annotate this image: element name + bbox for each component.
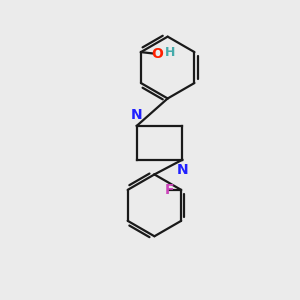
- Text: N: N: [131, 108, 142, 122]
- Text: F: F: [165, 183, 174, 197]
- Text: N: N: [177, 163, 188, 177]
- Text: O: O: [151, 46, 163, 61]
- Text: H: H: [165, 46, 175, 59]
